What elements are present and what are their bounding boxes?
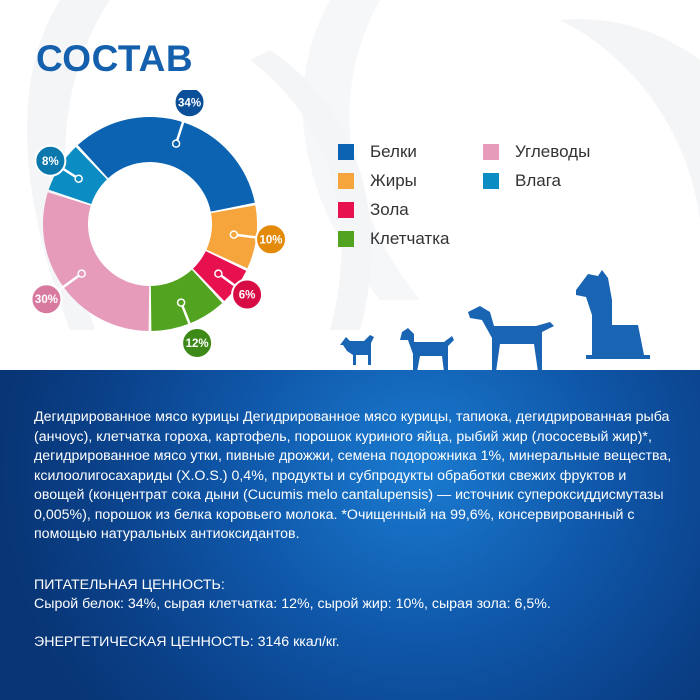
terrier-icon (400, 328, 454, 372)
data-label-carbs: 30% (35, 294, 58, 306)
donut-slice-protein (77, 116, 255, 212)
legend-label: Углеводы (515, 142, 591, 161)
legend-item-protein: Белки (338, 142, 417, 162)
great-dane-icon (576, 270, 650, 359)
legend-label: Зола (370, 200, 409, 219)
legend-label: Жиры (370, 171, 417, 190)
legend-label: Клетчатка (370, 229, 450, 248)
data-label-ash: 6% (239, 290, 256, 302)
leader-dot (171, 139, 181, 148)
composition-text: Дегидрированное мясо курицы Дегидрирован… (34, 409, 672, 542)
data-label-badge (30, 283, 63, 316)
leader-dot (74, 174, 83, 183)
donut-chart: 30% 8% 34% 10% 6% 12% (30, 90, 288, 360)
data-label-badge (34, 144, 67, 177)
data-label-badge (255, 223, 288, 256)
leader-dot (214, 269, 223, 278)
legend-label: Белки (370, 142, 417, 161)
leader-dot (176, 298, 186, 307)
legend-item-carbs: Углеводы (483, 142, 590, 162)
legend-swatch (338, 231, 354, 247)
legend-item-ash: Зола (338, 200, 409, 220)
page-title: СОСТАВ (36, 38, 194, 79)
legend-swatch (483, 144, 499, 160)
data-label-fiber: 12% (186, 338, 209, 350)
data-label-moisture: 8% (42, 156, 59, 168)
data-label-badge (173, 90, 206, 119)
energy-text: ЭНЕРГЕТИЧЕСКАЯ ЦЕННОСТЬ: 3146 ккал/кг. (34, 634, 340, 650)
data-label-badge (181, 327, 214, 360)
legend-swatch (338, 173, 354, 189)
data-label-protein: 34% (178, 97, 201, 109)
donut-slice-fiber (150, 269, 223, 331)
donut-slice-carbs (43, 192, 150, 331)
data-label-badge (231, 278, 264, 311)
info-panel (0, 370, 700, 700)
data-label-fat: 10% (260, 234, 283, 246)
leader-dot (229, 230, 239, 239)
small-dog-icon (338, 335, 374, 365)
legend-swatch (338, 144, 354, 160)
nutrition-heading: ПИТАТЕЛЬНАЯ ЦЕННОСТЬ: (34, 577, 225, 593)
leader-dot (77, 269, 86, 278)
legend-swatch (483, 173, 499, 189)
legend-swatch (338, 202, 354, 218)
legend-item-moisture: Влага (483, 171, 561, 191)
legend-item-fiber: Клетчатка (338, 229, 450, 249)
dogs-illustration (338, 270, 650, 372)
nutrition-text: Сырой белок: 34%, сырая клетчатка: 12%, … (34, 596, 551, 612)
pointer-dog-icon (468, 306, 554, 372)
legend-item-fat: Жиры (338, 171, 417, 191)
legend-label: Влага (515, 171, 561, 190)
